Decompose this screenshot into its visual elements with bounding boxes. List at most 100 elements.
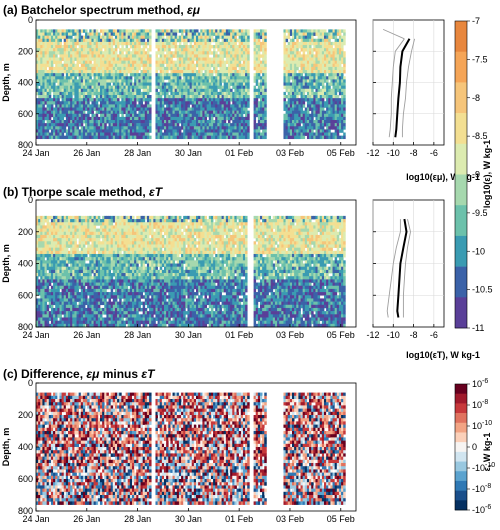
heatmap-cell (93, 57, 97, 61)
heatmap-cell (38, 222, 41, 226)
heatmap-cell (200, 73, 203, 77)
heatmap-cell (193, 35, 197, 40)
heatmap-cell (260, 63, 263, 68)
heatmap-cell (193, 132, 197, 136)
heatmap-cell (262, 126, 265, 130)
heatmap-cell (191, 38, 195, 43)
heatmap-cell (50, 126, 54, 130)
heatmap-cell (63, 317, 67, 321)
heatmap-cell (76, 101, 80, 105)
heatmap-cell (262, 98, 265, 102)
heatmap-cell (61, 234, 65, 239)
heatmap-cell (330, 104, 333, 108)
heatmap-cell (38, 288, 41, 293)
heatmap-cell (36, 314, 39, 318)
heatmap-cell (104, 126, 107, 130)
heatmap-cell (42, 263, 45, 267)
heatmap-cell (334, 29, 338, 33)
heatmap-cell (68, 38, 71, 43)
heatmap-cell (59, 276, 62, 280)
heatmap-cell (313, 95, 316, 99)
heatmap-cell (321, 123, 325, 127)
heatmap-cell (311, 38, 314, 43)
heatmap-cell (85, 41, 88, 46)
heatmap-cell (311, 126, 314, 130)
heatmap-cell (57, 314, 60, 318)
heatmap-cell (236, 79, 240, 83)
heatmap-cell (210, 70, 214, 74)
x-tick-label: 30 Jan (175, 148, 202, 158)
heatmap-cell (330, 82, 333, 86)
heatmap-cell (285, 82, 289, 86)
heatmap-cell (149, 113, 152, 118)
heatmap-cell (164, 88, 167, 93)
heatmap-cell (315, 32, 318, 36)
heatmap-cell (138, 88, 141, 93)
heatmap-cell (185, 73, 188, 77)
heatmap-cell (317, 129, 321, 133)
heatmap-cell (217, 95, 220, 99)
heatmap-cell (328, 45, 331, 49)
heatmap-cell (161, 51, 165, 55)
heatmap-cell (230, 60, 233, 65)
heatmap-cell (108, 95, 112, 99)
heatmap-cell (95, 85, 99, 90)
heatmap-cell (55, 73, 58, 77)
heatmap-cell (100, 70, 103, 74)
heatmap-cell (343, 135, 346, 140)
heatmap-cell (289, 126, 293, 130)
heatmap-cell (181, 35, 184, 40)
heatmap-cell (324, 110, 327, 115)
heatmap-cell (48, 323, 52, 328)
heatmap-cell (304, 48, 308, 52)
heatmap-cell (287, 45, 291, 49)
profile-lower-bound (388, 38, 405, 138)
heatmap-cell (174, 79, 178, 83)
heatmap-cell (159, 116, 163, 121)
heatmap-cell (38, 247, 41, 252)
heatmap-cell (332, 51, 336, 55)
heatmap-cell (38, 101, 41, 105)
heatmap-cell (63, 292, 67, 296)
heatmap-cell (102, 51, 105, 55)
heatmap-cell (230, 45, 233, 49)
heatmap-cell (53, 257, 56, 261)
heatmap-cell (172, 110, 176, 115)
heatmap-cell (106, 63, 109, 68)
heatmap-cell (313, 132, 316, 136)
heatmap-cell (183, 110, 186, 115)
heatmap-cell (187, 116, 190, 121)
heatmap-cell (343, 85, 346, 90)
heatmap-cell (149, 120, 152, 124)
heatmap-cell (257, 32, 261, 36)
heatmap-cell (185, 126, 188, 130)
heatmap-cell (97, 123, 101, 127)
heatmap-cell (309, 41, 312, 46)
heatmap-cell (300, 132, 304, 136)
heatmap-cell (219, 66, 222, 71)
heatmap-cell (36, 48, 39, 52)
heatmap-cell (315, 76, 318, 80)
heatmap-cell (242, 70, 246, 74)
heatmap-cell (140, 95, 144, 99)
heatmap-cell (296, 54, 299, 58)
heatmap-cell (144, 54, 148, 58)
heatmap-cell (336, 51, 340, 55)
heatmap-cell (53, 260, 56, 264)
heatmap-cell (176, 104, 180, 108)
heatmap-cell (313, 73, 316, 77)
heatmap-cell (245, 129, 248, 133)
heatmap-cell (149, 88, 152, 93)
heatmap-cell (123, 35, 126, 40)
heatmap-cell (208, 35, 212, 40)
heatmap-cell (87, 79, 90, 83)
heatmap-cell (223, 45, 227, 49)
heatmap-cell (42, 66, 45, 71)
heatmap-cell (170, 63, 173, 68)
heatmap-cell (95, 29, 99, 33)
heatmap-cell (78, 82, 82, 86)
heatmap-cell (285, 95, 289, 99)
heatmap-cell (46, 48, 50, 52)
heatmap-cell (78, 32, 82, 36)
heatmap-cell (61, 231, 65, 236)
